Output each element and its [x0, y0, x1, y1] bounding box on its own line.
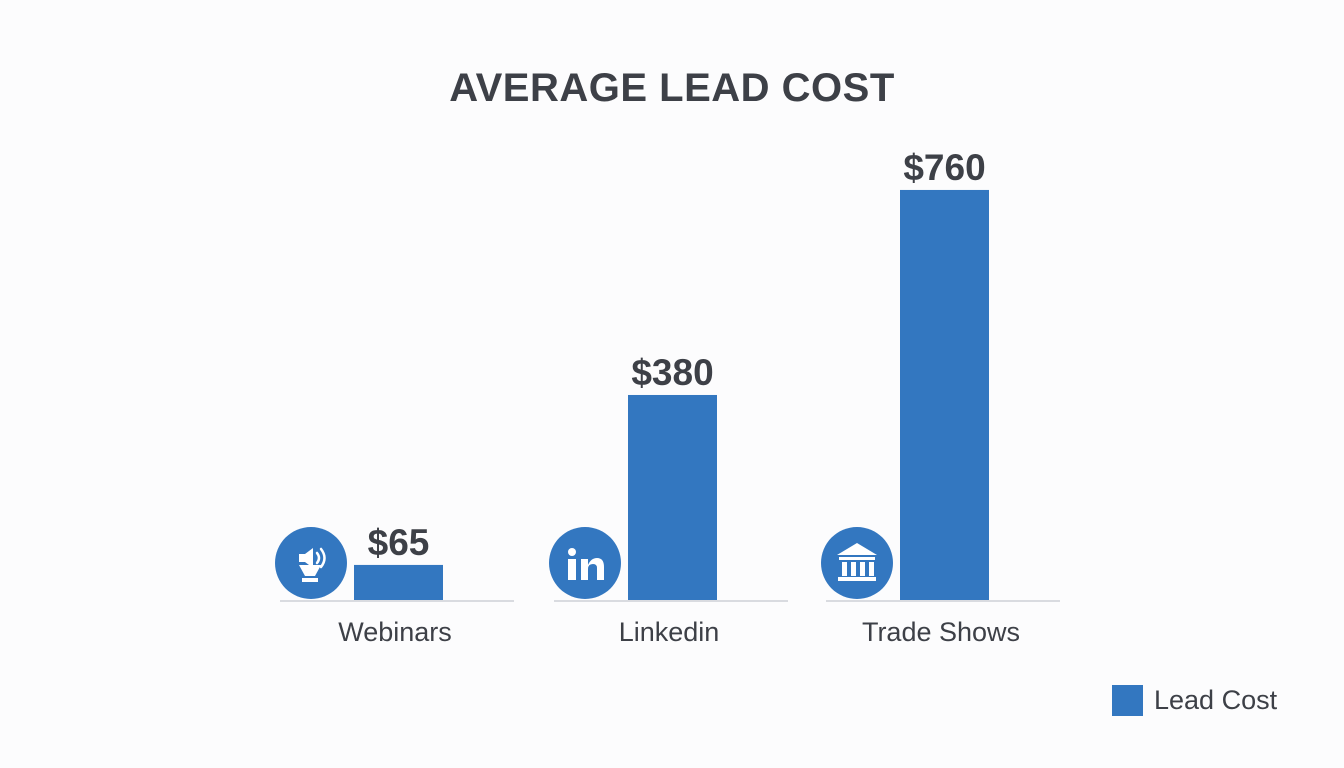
value-label: $760	[903, 147, 985, 188]
legend: Lead Cost	[1112, 684, 1277, 716]
value-label: $380	[631, 352, 713, 393]
bar-linkedin	[628, 394, 717, 600]
bar-webinars	[354, 564, 443, 600]
linkedin-icon	[549, 527, 621, 599]
legend-label-lead-cost: Lead Cost	[1154, 684, 1278, 715]
category-label: Trade Shows	[862, 617, 1020, 647]
legend-swatch	[1112, 684, 1143, 716]
category-label: Linkedin	[619, 617, 720, 647]
chart-title: AVERAGE LEAD COST	[449, 66, 895, 110]
webinar-speaker-icon	[275, 527, 347, 599]
category-label: Webinars	[338, 617, 452, 647]
bar-trade-shows	[900, 189, 989, 600]
trade-show-building-icon	[821, 527, 893, 599]
value-label: $65	[368, 522, 430, 563]
